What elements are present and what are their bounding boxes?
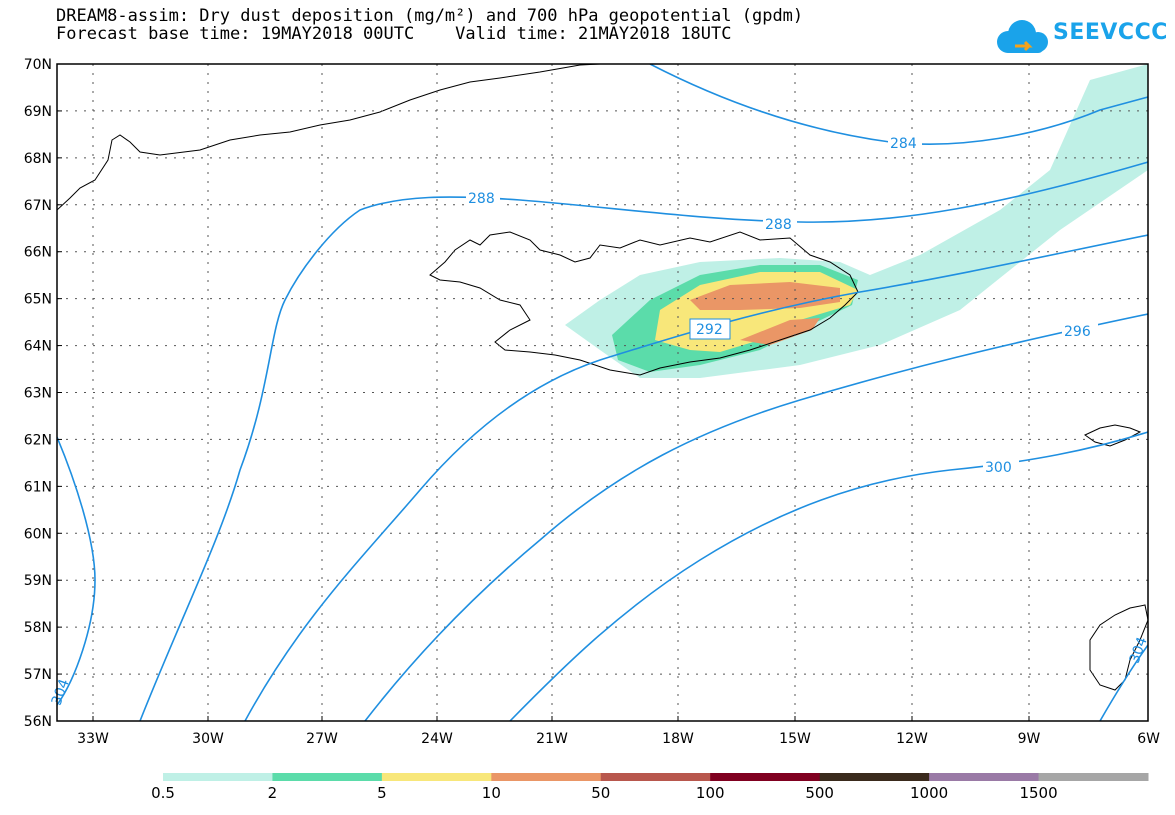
colorbar-label: 10 [481, 784, 501, 802]
colorbar-swatch [600, 773, 711, 781]
colorbar [163, 773, 1149, 781]
lon-tick-label: 9W [1018, 731, 1041, 747]
colorbar-label: 1000 [910, 784, 949, 802]
lat-tick-label: 61N [24, 479, 52, 495]
lat-tick-label: 58N [24, 620, 52, 636]
graticule [57, 64, 1148, 721]
geopotential-contours [57, 64, 1148, 721]
contour-label-296: 296 [1064, 324, 1091, 340]
contour-304-west [57, 436, 96, 706]
contour-label-292: 292 [696, 322, 723, 338]
colorbar-swatch [710, 773, 821, 781]
latitude-axis: 70N 69N 68N 67N 66N 65N 64N 63N 62N 61N 60N 59N 58N 5… [24, 57, 62, 730]
lat-tick-label: 63N [24, 386, 52, 402]
contour-300 [509, 431, 1148, 721]
lat-tick-label: 64N [24, 339, 52, 355]
lon-tick-label: 33W [77, 731, 109, 747]
colorbar-label: 5 [377, 784, 387, 802]
lon-tick-label: 18W [662, 731, 694, 747]
lat-tick-label: 70N [24, 57, 52, 73]
colorbar-label: 1500 [1019, 784, 1058, 802]
colorbar-swatch [272, 773, 383, 781]
longitude-axis: 33W 30W 27W 24W 21W 18W 15W 12W 9W 6W [77, 716, 1160, 747]
lon-tick-label: 30W [192, 731, 224, 747]
faroe-islands [1084, 424, 1142, 447]
lat-tick-label: 62N [24, 432, 52, 448]
colorbar-label: 0.5 [151, 784, 175, 802]
greenland-coast [57, 64, 601, 211]
contour-296 [364, 313, 1148, 721]
lon-tick-label: 21W [536, 731, 568, 747]
lon-tick-label: 6W [1137, 731, 1160, 747]
lat-tick-label: 67N [24, 198, 52, 214]
contour-292 [244, 234, 1148, 721]
colorbar-label: 500 [805, 784, 834, 802]
iceland-coast [429, 231, 859, 376]
lat-tick-label: 59N [24, 573, 52, 589]
lat-tick-label: 56N [24, 714, 52, 730]
map-title: DREAM8-assim: Dry dust deposition (mg/m²… [56, 6, 804, 26]
contour-label-300: 300 [985, 460, 1012, 476]
lon-tick-label: 24W [421, 731, 453, 747]
lat-tick-label: 66N [24, 245, 52, 261]
contour-label-304-west: 304 [49, 677, 73, 708]
scotland-coast [1089, 604, 1148, 691]
lon-tick-label: 12W [896, 731, 928, 747]
contour-label-288-west: 288 [468, 191, 495, 207]
lon-tick-label: 27W [306, 731, 338, 747]
contour-304-east [1099, 644, 1148, 721]
contour-label-284: 284 [890, 136, 917, 152]
contour-labels: 284 288 288 292 296 300 304 304 [49, 134, 1151, 708]
contour-label-288-east: 288 [765, 217, 792, 233]
colorbar-label: 50 [591, 784, 611, 802]
colorbar-label: 100 [695, 784, 725, 802]
dust-deposition-field [565, 64, 1148, 378]
colorbar-swatch [381, 773, 492, 781]
lat-tick-label: 57N [24, 667, 52, 683]
coastlines [57, 64, 1148, 691]
deposition-level-10-b [740, 318, 820, 345]
lat-tick-label: 69N [24, 104, 52, 120]
cloud-logo-icon [997, 20, 1048, 53]
colorbar-swatch [491, 773, 602, 781]
lat-tick-label: 68N [24, 151, 52, 167]
colorbar-label: 2 [267, 784, 278, 802]
lat-tick-label: 65N [24, 292, 52, 308]
lat-tick-label: 60N [24, 526, 52, 542]
logo-text: SEEVCCC [1053, 20, 1168, 45]
colorbar-swatch [163, 773, 273, 781]
contour-288 [139, 161, 1148, 721]
colorbar-swatch [929, 773, 1040, 781]
lon-tick-label: 15W [779, 731, 811, 747]
forecast-times: Forecast base time: 19MAY2018 00UTC Vali… [56, 24, 732, 44]
colorbar-swatch [1038, 773, 1149, 781]
colorbar-swatch [819, 773, 930, 781]
